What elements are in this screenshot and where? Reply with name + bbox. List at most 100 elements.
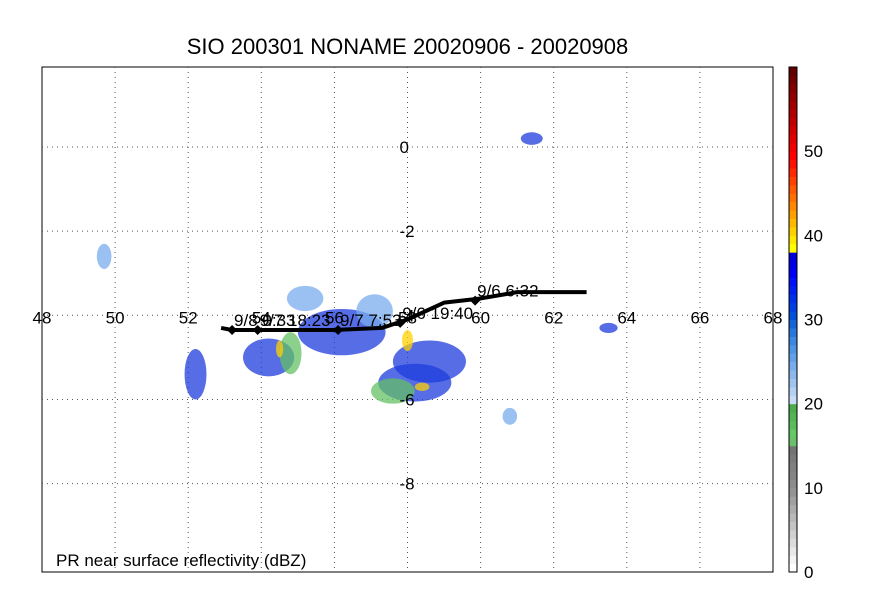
track-line <box>220 290 587 333</box>
colorbar-segment <box>789 302 797 312</box>
colorbar-segment <box>789 462 797 472</box>
colorbar-segment <box>789 294 797 304</box>
colorbar-segment <box>789 269 797 278</box>
rain-cell <box>275 340 284 358</box>
rain-cell <box>279 332 302 375</box>
latitude-label: -8 <box>400 475 415 494</box>
map-title: SIO 200301 NONAME 20020906 - 20020908 <box>186 34 629 59</box>
colorbar-segment <box>789 134 797 144</box>
colorbar-segment <box>789 100 797 110</box>
colorbar-segment <box>789 168 797 177</box>
colorbar-frame <box>788 66 798 573</box>
colorbar-segment <box>789 563 797 573</box>
colorbar-segment <box>789 277 797 287</box>
colorbar-segment <box>789 218 797 228</box>
colorbar-segment <box>789 521 797 531</box>
colorbar-segment <box>789 67 797 76</box>
rain-cell <box>414 382 430 392</box>
colorbar <box>788 66 798 573</box>
colorbar-segment <box>789 504 797 514</box>
longitude-label: 56 <box>325 309 344 328</box>
colorbar-segment <box>789 487 797 497</box>
colorbar-segment <box>789 201 797 211</box>
longitude-label: 62 <box>544 309 563 328</box>
colorbar-tick-label: 30 <box>804 311 823 330</box>
track-marker-label: 9/7 18:23 <box>260 311 331 330</box>
colorbar-segment <box>789 378 797 388</box>
colorbar-segment <box>789 428 797 438</box>
longitude-label: 52 <box>179 309 198 328</box>
colorbar-segment <box>789 117 797 127</box>
longitude-label: 50 <box>106 309 125 328</box>
rain-cell <box>286 285 324 312</box>
colorbar-segment <box>789 344 797 354</box>
track-marker-label: 9/6 19:40 <box>402 304 473 323</box>
rain-cell <box>370 378 415 404</box>
longitude-label: 48 <box>33 309 52 328</box>
colorbar-segment <box>789 370 797 379</box>
rain-cell <box>96 243 112 269</box>
colorbar-segment <box>789 353 797 363</box>
footer-label: PR near surface reflectivity (dBZ) <box>56 551 306 570</box>
colorbar-segment <box>789 243 797 253</box>
colorbar-segment <box>789 92 797 102</box>
colorbar-segment <box>789 445 797 455</box>
track-marker-label: 9/8 0:33 <box>234 311 295 330</box>
colorbar-tick-label: 0 <box>804 563 813 582</box>
colorbar-segment <box>789 420 797 430</box>
colorbar-segment <box>789 546 797 556</box>
colorbar-segment <box>789 479 797 489</box>
colorbar-segment <box>789 151 797 161</box>
longitude-labels: 48 50 52 54 56 58 60 62 64 66 68 <box>33 309 783 328</box>
longitude-label: 68 <box>764 309 783 328</box>
colorbar-segment <box>789 252 797 262</box>
track-marker <box>227 325 238 336</box>
colorbar-segment <box>789 437 797 447</box>
colorbar-segment <box>789 176 797 186</box>
colorbar-segment <box>789 285 797 295</box>
colorbar-segment <box>789 454 797 464</box>
rain-cell <box>402 330 413 352</box>
latitude-label: 0 <box>400 138 409 157</box>
colorbar-segment <box>789 538 797 548</box>
track-marker-label: 9/7 7:53 <box>340 311 401 330</box>
track-marker <box>470 295 481 306</box>
colorbar-segment <box>789 361 797 371</box>
colorbar-segment <box>789 555 797 565</box>
colorbar-segment <box>789 403 797 413</box>
colorbar-tick-label: 20 <box>804 395 823 414</box>
colorbar-segment <box>789 193 797 203</box>
track-marker <box>333 325 344 336</box>
colorbar-segment <box>789 319 797 329</box>
rain-cell <box>502 407 518 425</box>
colorbar-segment <box>789 109 797 118</box>
colorbar-segment <box>789 184 797 194</box>
colorbar-segment <box>789 395 797 405</box>
colorbar-segment <box>789 142 797 152</box>
colorbar-segment <box>789 226 797 236</box>
colorbar-segment <box>789 529 797 539</box>
colorbar-segment <box>789 260 797 270</box>
colorbar-segment <box>789 471 797 480</box>
colorbar-segment <box>789 513 797 522</box>
colorbar-segment <box>789 159 797 169</box>
colorbar-tick-label: 10 <box>804 479 823 498</box>
track-marker-label: 9/6 6:32 <box>477 282 538 301</box>
longitude-label: 66 <box>690 309 709 328</box>
reflectivity-field <box>96 132 618 425</box>
rain-cell <box>184 348 207 400</box>
colorbar-segment <box>789 75 797 85</box>
track-marker <box>252 325 263 336</box>
rain-cell <box>599 322 618 333</box>
colorbar-segment <box>789 83 797 93</box>
colorbar-segment <box>789 311 797 320</box>
colorbar-segment <box>789 210 797 219</box>
colorbar-tick-label: 40 <box>804 226 823 245</box>
track-marker <box>395 317 406 328</box>
colorbar-segment <box>789 496 797 506</box>
rain-cell <box>356 294 393 328</box>
longitude-label: 54 <box>252 309 271 328</box>
latitude-label: -6 <box>400 390 415 409</box>
latitude-label: -2 <box>400 222 415 241</box>
